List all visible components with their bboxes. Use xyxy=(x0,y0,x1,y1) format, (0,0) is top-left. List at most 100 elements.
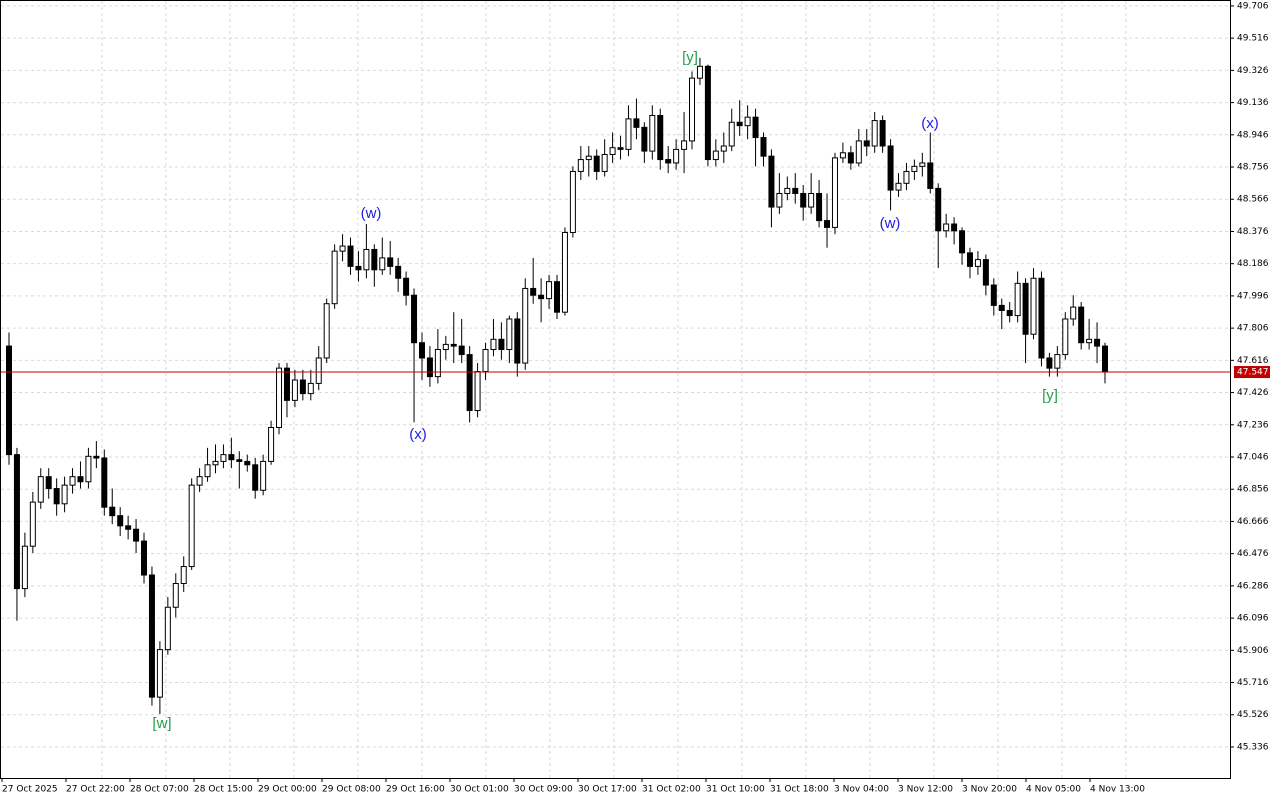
y-tick-label: 49.516 xyxy=(1237,34,1269,44)
candle-body xyxy=(990,284,997,306)
y-tick-label: 49.326 xyxy=(1237,66,1269,76)
y-tick-label: 46.856 xyxy=(1237,485,1269,495)
candle-body xyxy=(728,121,735,147)
candle-body xyxy=(736,121,743,127)
candle-body xyxy=(133,528,140,542)
candle-body xyxy=(593,155,600,172)
candle-body xyxy=(172,583,179,608)
candle-body xyxy=(196,476,203,486)
candle-body xyxy=(1006,309,1013,317)
x-tick-label: 27 Oct 2025 xyxy=(2,785,58,795)
candle-body xyxy=(474,371,481,412)
candle-body xyxy=(649,114,656,152)
candle-body xyxy=(681,140,688,150)
y-tick-label: 47.616 xyxy=(1237,356,1269,366)
candle-body xyxy=(53,488,60,505)
candle-body xyxy=(966,252,973,267)
candle-body xyxy=(554,281,560,313)
candle-body xyxy=(109,506,116,517)
candle-body xyxy=(935,187,942,232)
y-tick-label: 45.526 xyxy=(1237,710,1269,720)
current-price-label: 47.547 xyxy=(1237,368,1269,378)
candle-body xyxy=(260,460,267,491)
y-tick-label: 49.136 xyxy=(1237,98,1269,108)
y-tick-label: 48.186 xyxy=(1237,259,1269,269)
candle-body xyxy=(156,649,163,698)
candle-body xyxy=(609,147,616,155)
candle-body xyxy=(93,455,100,459)
candle-body xyxy=(903,170,910,184)
x-tick-label: 3 Nov 04:00 xyxy=(834,785,889,795)
candle-body xyxy=(283,367,290,401)
candle-body xyxy=(482,348,489,373)
candle-body xyxy=(530,287,537,296)
wave-label: [y] xyxy=(682,49,698,66)
candle-body xyxy=(951,223,958,232)
candle-body xyxy=(855,140,862,164)
candle-body xyxy=(180,566,187,585)
x-tick-label: 4 Nov 13:00 xyxy=(1090,785,1145,795)
candle-body xyxy=(768,155,775,208)
candle-body xyxy=(29,501,36,547)
wave-label: (w) xyxy=(880,215,901,232)
candle-body xyxy=(998,304,1005,311)
candle-body xyxy=(744,116,751,127)
candle-body xyxy=(13,454,20,590)
candle-body xyxy=(426,357,433,378)
candle-body xyxy=(1046,357,1053,369)
candle-body xyxy=(514,318,521,364)
wave-label: [w] xyxy=(152,715,171,732)
candle-body xyxy=(379,257,386,271)
candle-body xyxy=(561,231,568,313)
x-tick-label: 29 Oct 16:00 xyxy=(386,785,445,795)
candle-body xyxy=(276,367,283,428)
wave-label: (x) xyxy=(921,115,939,132)
x-tick-label: 30 Oct 01:00 xyxy=(450,785,509,795)
wave-label: (w) xyxy=(361,205,382,222)
candle-body xyxy=(141,540,148,576)
candle-body xyxy=(911,165,918,172)
candle-body xyxy=(387,257,394,267)
candle-body xyxy=(585,155,592,161)
y-tick-label: 48.566 xyxy=(1237,195,1269,205)
x-tick-label: 31 Oct 10:00 xyxy=(706,785,765,795)
x-tick-label: 28 Oct 07:00 xyxy=(130,785,189,795)
plot-frame xyxy=(0,0,1231,779)
wave-label: [y] xyxy=(1042,387,1058,404)
candle-body xyxy=(1086,338,1093,344)
x-tick-label: 29 Oct 00:00 xyxy=(258,785,317,795)
candle-body xyxy=(617,147,624,150)
candle-body xyxy=(712,150,719,161)
candle-body xyxy=(704,65,711,161)
current-price-box xyxy=(1234,366,1270,379)
x-tick-label: 31 Oct 18:00 xyxy=(770,785,829,795)
candle-body xyxy=(1054,354,1061,369)
candle-body xyxy=(1022,282,1029,335)
candle-body xyxy=(164,606,171,651)
candle-body xyxy=(77,476,84,483)
candle-body xyxy=(633,118,640,128)
x-tick-label: 4 Nov 05:00 xyxy=(1026,785,1081,795)
candle-body xyxy=(887,145,894,191)
candle-body xyxy=(1102,345,1108,373)
candle-body xyxy=(657,114,664,161)
x-tick-label: 29 Oct 08:00 xyxy=(322,785,381,795)
candle-body xyxy=(299,379,306,395)
y-tick-label: 48.756 xyxy=(1237,163,1269,173)
candle-body xyxy=(665,159,672,164)
candle-body xyxy=(37,476,44,503)
candle-body xyxy=(490,338,497,350)
candle-body xyxy=(434,348,441,378)
candle-body xyxy=(411,294,418,344)
candle-body xyxy=(418,342,425,359)
candle-body xyxy=(442,343,449,350)
candle-body xyxy=(1070,306,1077,320)
candle-body xyxy=(466,354,473,412)
candle-body xyxy=(363,248,370,271)
x-tick-label: 30 Oct 17:00 xyxy=(578,785,637,795)
candle-body xyxy=(403,277,410,296)
y-tick-label: 45.716 xyxy=(1237,678,1269,688)
candle-body xyxy=(498,338,505,350)
candle-body xyxy=(760,137,767,157)
candle-body xyxy=(21,545,28,590)
